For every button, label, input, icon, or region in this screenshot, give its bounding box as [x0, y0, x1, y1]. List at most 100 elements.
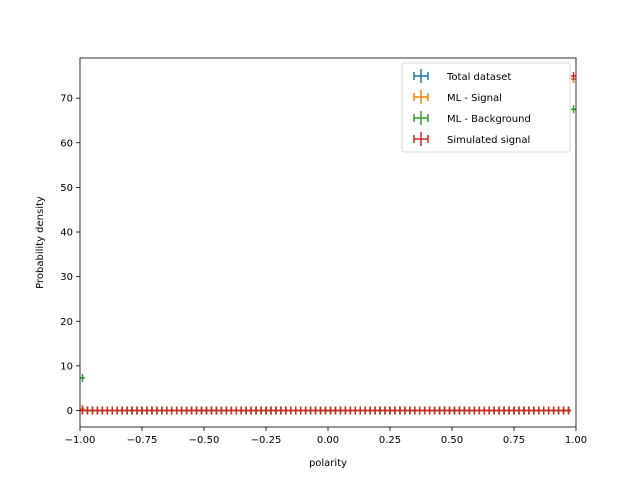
series-4	[80, 71, 576, 415]
data-point	[372, 406, 378, 415]
data-point	[223, 406, 229, 415]
data-point	[184, 406, 190, 415]
legend-label: Total dataset	[446, 72, 511, 83]
data-point	[179, 406, 185, 415]
data-point	[442, 406, 448, 415]
data-point	[288, 406, 294, 415]
data-point	[248, 406, 254, 415]
y-tick-label: 50	[60, 183, 73, 194]
x-tick-label: 0.00	[317, 435, 339, 446]
data-point	[437, 406, 443, 415]
data-point	[174, 406, 180, 415]
data-point	[114, 406, 120, 415]
x-axis-label: polarity	[309, 458, 347, 469]
data-point	[481, 406, 487, 415]
data-point	[99, 406, 105, 415]
data-point	[546, 406, 552, 415]
data-point	[253, 406, 259, 415]
data-point	[318, 406, 324, 415]
data-point	[213, 406, 219, 415]
data-point	[432, 406, 438, 415]
data-point	[501, 406, 507, 415]
data-point	[342, 406, 348, 415]
data-point	[80, 373, 85, 382]
data-point	[526, 406, 532, 415]
x-tick-label: 0.75	[503, 435, 525, 446]
legend-label: Simulated signal	[447, 135, 530, 146]
data-point	[571, 71, 576, 80]
x-tick-label: −0.25	[251, 435, 282, 446]
data-point	[357, 406, 363, 415]
y-tick-label: 10	[60, 361, 73, 372]
data-point	[456, 406, 462, 415]
data-point	[164, 406, 170, 415]
x-axis: −1.00 −0.75 −0.50 −0.25 0.00 0.25 0.50 0.75 1.00	[65, 427, 587, 446]
y-tick-label: 70	[60, 94, 73, 105]
data-point	[238, 406, 244, 415]
data-point	[189, 406, 195, 415]
data-point	[427, 406, 433, 415]
data-point	[89, 406, 95, 415]
data-point	[129, 406, 135, 415]
data-point	[461, 406, 467, 415]
data-point	[541, 406, 547, 415]
data-point	[417, 406, 423, 415]
data-point	[273, 406, 279, 415]
y-axis: 0 10 20 30 40 50 60 70	[60, 94, 80, 417]
data-point	[491, 406, 497, 415]
data-point	[159, 406, 165, 415]
data-point	[84, 406, 90, 415]
y-tick-label: 30	[60, 272, 73, 283]
data-point	[382, 406, 388, 415]
data-point	[278, 406, 284, 415]
data-point	[521, 406, 527, 415]
data-point	[308, 406, 314, 415]
legend-swatch	[413, 111, 429, 125]
data-point	[109, 406, 115, 415]
data-point	[561, 406, 567, 415]
data-point	[352, 406, 358, 415]
data-point	[94, 406, 100, 415]
data-point	[293, 406, 299, 415]
data-point	[397, 406, 403, 415]
data-point	[506, 406, 512, 415]
data-point	[516, 406, 522, 415]
data-point	[134, 406, 140, 415]
x-tick-label: 0.50	[441, 435, 463, 446]
data-point	[169, 406, 175, 415]
y-tick-label: 0	[67, 406, 73, 417]
y-tick-label: 60	[60, 138, 73, 149]
data-point	[407, 406, 413, 415]
data-point	[412, 406, 418, 415]
legend-item: ML - Signal	[413, 90, 502, 104]
data-point	[228, 406, 234, 415]
data-point	[452, 406, 457, 415]
data-point	[263, 406, 269, 415]
data-point	[149, 406, 155, 415]
x-tick-label: 1.00	[565, 435, 587, 446]
y-axis-label: Probability density	[35, 196, 46, 289]
data-point	[204, 406, 209, 415]
legend-swatch	[413, 90, 429, 104]
data-point	[402, 406, 408, 415]
data-point	[139, 406, 145, 415]
data-point	[104, 406, 110, 415]
data-point	[496, 406, 502, 415]
data-point	[471, 406, 477, 415]
x-tick-label: −1.00	[65, 435, 96, 446]
legend-label: ML - Signal	[447, 93, 502, 104]
legend-box	[401, 62, 571, 153]
data-point	[337, 406, 343, 415]
data-point	[80, 406, 85, 415]
data-point	[422, 406, 428, 415]
data-point	[303, 406, 309, 415]
data-marks	[80, 71, 576, 415]
legend: Total dataset ML - Signal ML - Background S…	[401, 62, 571, 153]
data-point	[283, 406, 289, 415]
data-point	[486, 406, 492, 415]
data-point	[571, 105, 576, 114]
data-point	[556, 406, 562, 415]
data-point	[551, 406, 557, 415]
data-point	[258, 406, 264, 415]
